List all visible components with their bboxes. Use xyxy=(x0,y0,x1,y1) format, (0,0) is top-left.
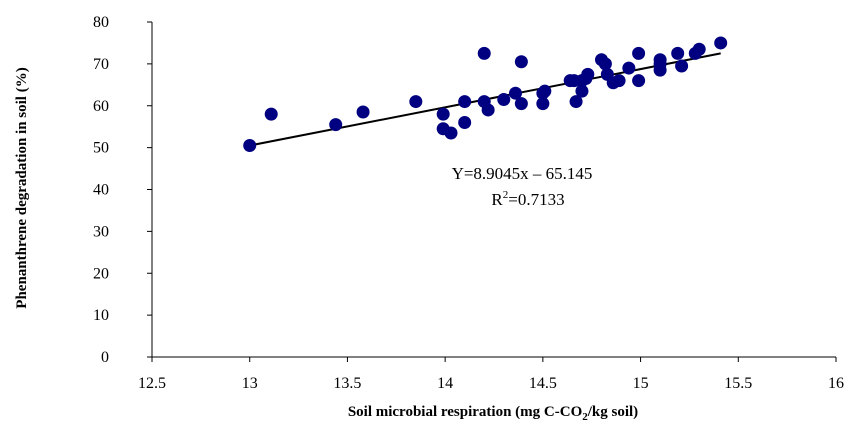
y-tick-label: 0 xyxy=(101,349,109,366)
r-squared-value: =0.7133 xyxy=(508,190,564,209)
x-tick-label: 14.5 xyxy=(529,375,557,392)
x-axis-title-main: Soil microbial respiration (mg C-CO xyxy=(348,404,582,420)
data-point xyxy=(598,57,612,71)
x-tick-label: 15.5 xyxy=(724,375,752,392)
y-axis-title: Phenanthrene degradation in soil (%) xyxy=(14,67,30,308)
x-ticks: 12.5 13 13.5 14 14.5 15 15.5 16 xyxy=(138,357,844,392)
x-tick-label: 15 xyxy=(633,375,649,392)
y-tick-label: 80 xyxy=(93,14,109,31)
data-point xyxy=(612,74,626,88)
data-point xyxy=(569,95,583,109)
data-point xyxy=(692,42,706,56)
data-point xyxy=(356,105,370,119)
data-point xyxy=(675,59,689,73)
x-tick-label: 12.5 xyxy=(138,375,166,392)
x-axis-title: Soil microbial respiration (mg C-CO2/kg … xyxy=(348,404,638,421)
y-tick-label: 60 xyxy=(93,98,109,115)
data-point xyxy=(581,67,595,81)
r-squared-prefix: R xyxy=(491,190,503,209)
x-tick-label: 13.5 xyxy=(333,375,361,392)
data-point xyxy=(671,46,685,60)
data-point xyxy=(653,57,667,71)
r-squared-label: R2=0.7133 xyxy=(491,189,564,209)
x-tick-label: 13 xyxy=(242,375,258,392)
data-point xyxy=(575,84,589,98)
data-point xyxy=(514,97,528,111)
data-point xyxy=(538,84,552,98)
data-point xyxy=(458,95,472,109)
data-point xyxy=(536,97,550,111)
data-point xyxy=(444,126,458,140)
x-axis-title-rest: /kg soil) xyxy=(587,404,638,420)
data-points xyxy=(243,36,728,153)
equation-label: Y=8.9045x – 65.145 xyxy=(452,164,593,183)
data-point xyxy=(514,55,528,69)
data-point xyxy=(477,46,491,60)
y-tick-label: 40 xyxy=(93,182,109,199)
data-point xyxy=(508,86,522,100)
data-point xyxy=(714,36,728,50)
y-tick-label: 10 xyxy=(93,307,109,324)
data-point xyxy=(458,116,472,129)
x-axis-title-subscript: 2 xyxy=(582,411,588,421)
data-point xyxy=(329,118,343,132)
x-tick-label: 16 xyxy=(828,375,844,392)
y-tick-label: 30 xyxy=(93,223,109,240)
data-point xyxy=(436,107,450,121)
y-tick-label: 50 xyxy=(93,140,109,157)
data-point xyxy=(497,92,511,106)
data-point xyxy=(264,107,278,121)
y-ticks: 0 10 20 30 40 50 60 70 80 xyxy=(93,14,152,366)
data-point xyxy=(632,74,646,88)
y-tick-label: 20 xyxy=(93,265,109,282)
y-tick-label: 70 xyxy=(93,56,109,73)
r-squared-superscript: 2 xyxy=(503,189,509,201)
data-point xyxy=(632,46,646,60)
data-point xyxy=(481,103,495,117)
data-point xyxy=(243,139,257,153)
x-tick-label: 14 xyxy=(437,375,453,392)
data-point xyxy=(622,61,636,75)
data-point xyxy=(409,95,423,109)
